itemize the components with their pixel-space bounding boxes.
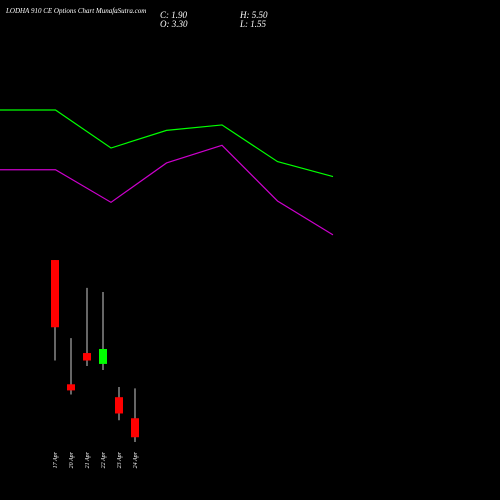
x-tick-label: 17 Apr (53, 451, 59, 468)
ohlc-open: O: 3.30 (160, 19, 188, 29)
ohlc-close: C: 1.90 (160, 10, 188, 20)
x-tick-label: 20 Apr (69, 451, 75, 468)
chart-title: LODHA 910 CE Options Chart MunafaSutra.c… (5, 7, 146, 15)
indicator-line (0, 109, 334, 178)
candle-body (83, 353, 91, 361)
candle-body (131, 418, 139, 438)
candle-body (99, 348, 107, 364)
x-tick-label: 22 Apr (101, 451, 107, 468)
candle-body (67, 384, 75, 391)
candle-body (51, 260, 59, 328)
x-tick-label: 23 Apr (117, 451, 123, 468)
indicator-line (0, 144, 334, 236)
ohlc-high: H: 5.50 (239, 10, 268, 20)
x-tick-label: 24 Apr (132, 451, 139, 468)
ohlc-low: L: 1.55 (239, 19, 267, 29)
candle-body (115, 397, 123, 414)
x-tick-label: 21 Apr (85, 451, 91, 468)
